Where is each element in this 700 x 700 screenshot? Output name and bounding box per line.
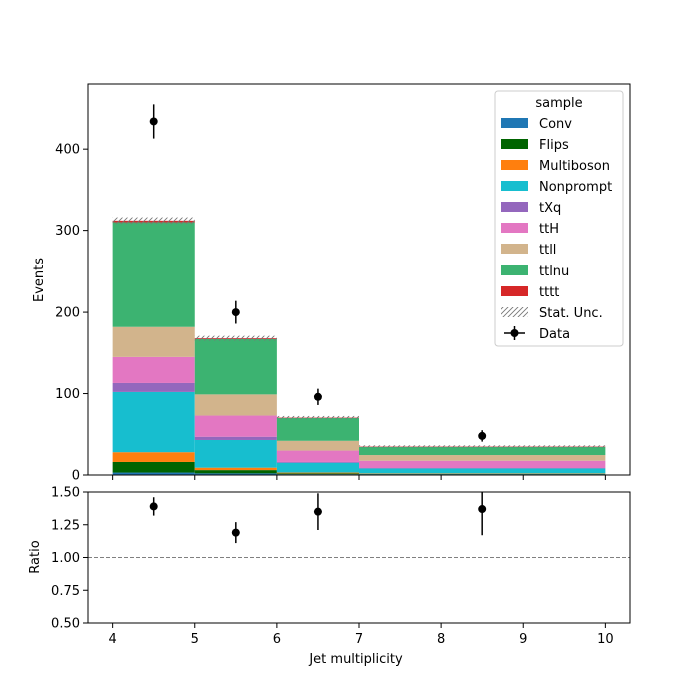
ratio-x-tick-label: 10	[597, 632, 614, 647]
legend-swatch-ttll	[501, 244, 528, 254]
stat-unc-band-bin-4	[359, 445, 606, 448]
bar-ttll-bin-2	[194, 394, 277, 416]
data-point-1	[149, 117, 158, 126]
data-point-4	[478, 431, 487, 440]
legend-frame	[494, 90, 624, 347]
stacked-bars	[112, 220, 606, 475]
data-point-2	[231, 308, 240, 317]
stat-unc-band-bin-1	[112, 217, 195, 225]
ratio-points	[149, 492, 487, 544]
main-x-ticks	[112, 475, 606, 480]
bar-flips-bin-2	[194, 470, 277, 474]
bar-ttlnu-bin-3	[276, 417, 359, 441]
bar-ttll-bin-3	[276, 440, 359, 451]
bar-conv-bin-2	[194, 473, 277, 475]
legend-label-tttt: tttt	[539, 285, 559, 300]
legend-label-conv: Conv	[539, 117, 572, 132]
main-y-tick-label: 400	[55, 143, 80, 158]
stat-unc-bands	[112, 217, 606, 448]
main-y-tick-label: 300	[55, 224, 80, 239]
ratio-panel: 0.50 0.75 1.00 1.25 1.50 4 5 6 7 8 9 10 Ratio Jet …	[28, 486, 631, 667]
ratio-y-tick-label: 1.25	[51, 518, 80, 533]
bar-ttlnu-bin-1	[112, 222, 195, 327]
bar-txq-bin-1	[112, 382, 195, 392]
legend-swatch-txq	[501, 202, 528, 212]
legend-swatch-stat-unc	[501, 307, 528, 317]
legend: sample Conv Flips Multiboson Nonprompt tXq tt…	[494, 90, 624, 347]
bar-ttll-bin-1	[112, 326, 195, 357]
bar-tth-bin-2	[194, 415, 277, 437]
ratio-y-tick-label: 1.50	[51, 486, 80, 501]
ratio-y-tick-label: 0.50	[51, 617, 80, 632]
bar-tth-bin-4	[359, 460, 606, 469]
bar-multiboson-bin-1	[112, 452, 195, 462]
legend-data-marker	[510, 329, 519, 337]
legend-label-txq: tXq	[539, 201, 561, 216]
legend-label-flips: Flips	[539, 138, 569, 153]
ratio-x-axis-label: Jet multiplicity	[308, 652, 403, 667]
bar-ttll-bin-4	[359, 455, 606, 461]
main-y-axis-label: Events	[32, 258, 47, 302]
ratio-y-ticks: 0.50 0.75 1.00 1.25 1.50	[51, 486, 88, 632]
ratio-x-tick-label: 9	[519, 632, 527, 647]
legend-swatch-flips	[501, 139, 528, 149]
ratio-y-tick-label: 0.75	[51, 584, 80, 599]
ratio-point-4	[478, 505, 487, 514]
ratio-x-ticks: 4 5 6 7 8 9 10	[108, 623, 614, 647]
ratio-x-tick-label: 7	[355, 632, 363, 647]
legend-items: Conv Flips Multiboson Nonprompt tXq ttH ttll tt…	[501, 117, 612, 342]
main-y-tick-label: 100	[55, 387, 80, 402]
bar-ttlnu-bin-4	[359, 446, 606, 456]
legend-swatch-tth	[501, 223, 528, 233]
legend-swatch-conv	[501, 118, 528, 128]
bar-txq-bin-3	[276, 461, 359, 463]
bar-nonprompt-bin-2	[194, 439, 277, 468]
ratio-y-axis-label: Ratio	[28, 540, 43, 573]
bar-flips-bin-3	[276, 473, 359, 475]
stat-unc-band-bin-3	[276, 415, 359, 420]
legend-label-data: Data	[539, 327, 570, 342]
bar-tth-bin-1	[112, 356, 195, 383]
legend-label-nonprompt: Nonprompt	[539, 180, 612, 195]
bar-multiboson-bin-2	[194, 467, 277, 471]
ratio-point-2	[231, 528, 240, 537]
bar-conv-bin-1	[112, 472, 195, 475]
legend-swatch-tttt	[501, 286, 528, 296]
legend-swatch-multiboson	[501, 160, 528, 170]
bar-nonprompt-bin-4	[359, 468, 606, 474]
bar-ttlnu-bin-2	[194, 338, 277, 395]
ratio-x-tick-label: 5	[191, 632, 199, 647]
bar-nonprompt-bin-1	[112, 391, 195, 453]
legend-swatch-ttlnu	[501, 265, 528, 275]
legend-label-ttll: ttll	[539, 243, 556, 258]
legend-label-multiboson: Multiboson	[539, 159, 610, 174]
legend-title: sample	[535, 96, 582, 111]
stat-unc-band-bin-2	[194, 335, 277, 341]
bar-txq-bin-2	[194, 436, 277, 440]
bar-flips-bin-1	[112, 461, 195, 473]
legend-swatch-nonprompt	[501, 181, 528, 191]
bar-multiboson-bin-3	[276, 472, 359, 474]
main-y-ticks: 0 100 200 300 400	[55, 143, 88, 484]
data-point-3	[313, 392, 322, 401]
legend-label-ttlnu: ttlnu	[539, 264, 569, 279]
ratio-y-tick-label: 1.00	[51, 551, 80, 566]
ratio-x-tick-label: 6	[273, 632, 281, 647]
main-y-tick-label: 200	[55, 306, 80, 321]
data-points	[149, 104, 487, 442]
ratio-x-tick-label: 8	[437, 632, 445, 647]
main-y-tick-label: 0	[72, 469, 80, 484]
ratio-point-3	[313, 507, 322, 516]
legend-label-tth: ttH	[539, 222, 559, 237]
bar-tth-bin-3	[276, 450, 359, 462]
ratio-x-tick-label: 4	[108, 632, 116, 647]
legend-label-stat-unc: Stat. Unc.	[539, 306, 603, 321]
bar-nonprompt-bin-3	[276, 462, 359, 473]
ratio-point-1	[149, 502, 158, 511]
